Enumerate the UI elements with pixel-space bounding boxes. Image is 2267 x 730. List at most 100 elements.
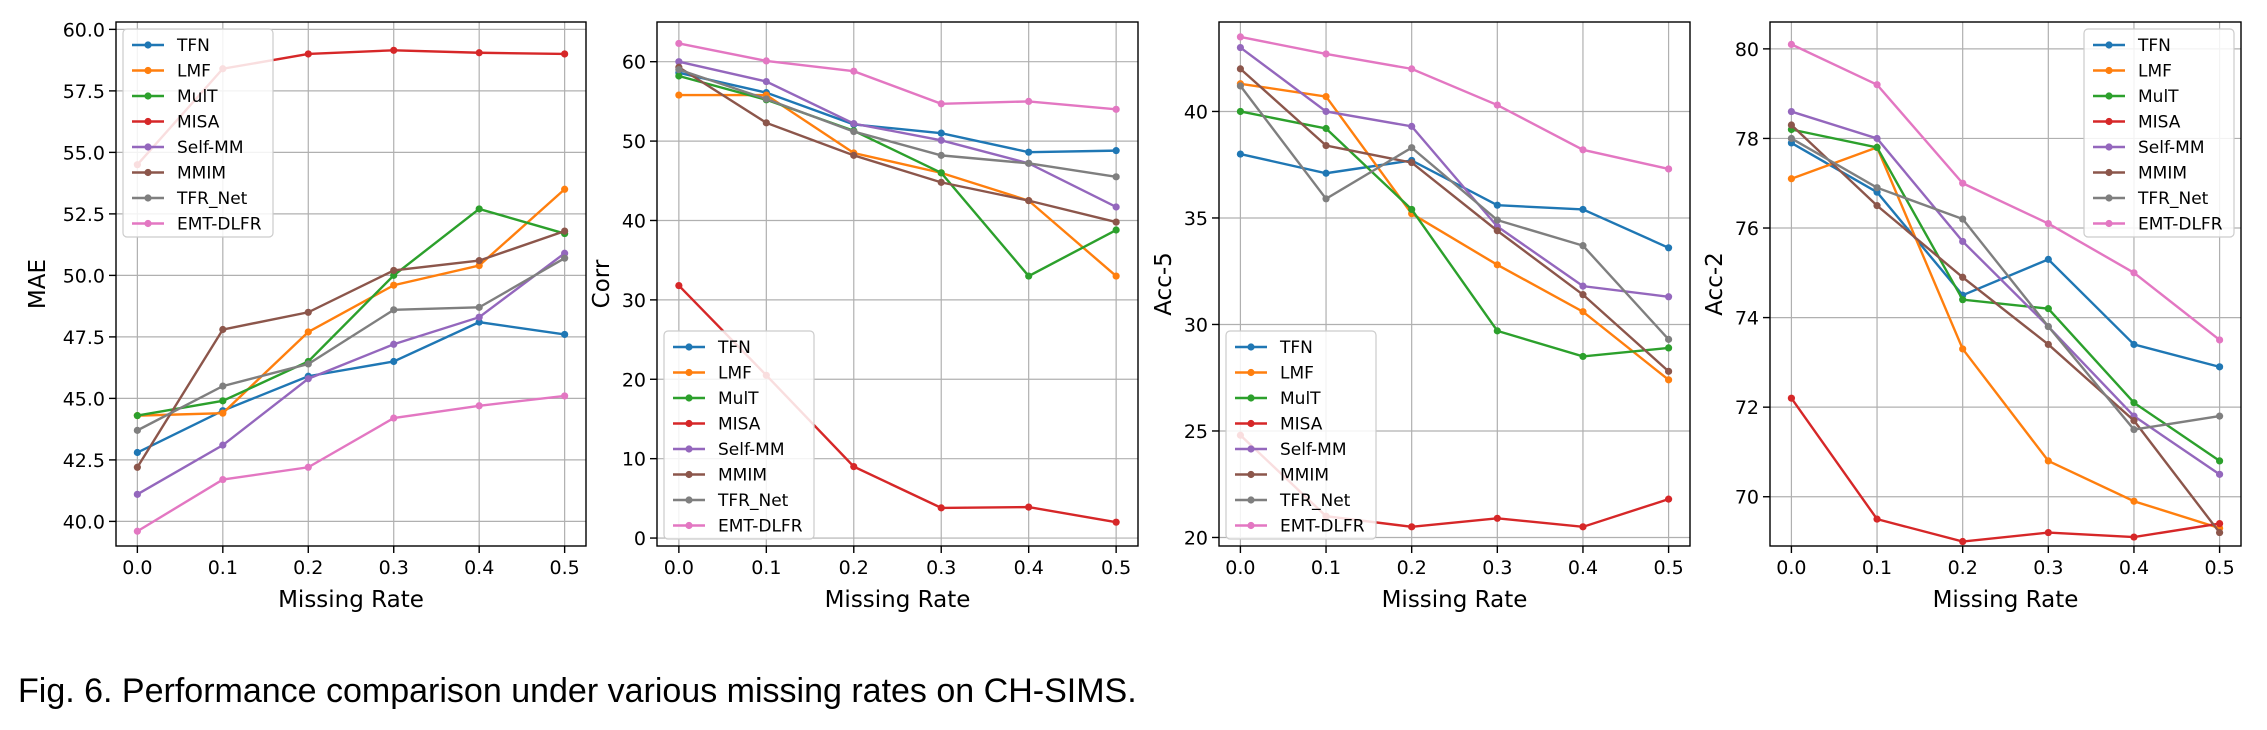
data-point-mult bbox=[1025, 272, 1033, 280]
data-point-emt-dlfr bbox=[1787, 40, 1796, 48]
legend-marker-tfr-net bbox=[2105, 194, 2113, 202]
legend-entry-mult: MulT bbox=[1280, 389, 1321, 409]
x-tick-label: 0.1 bbox=[1862, 557, 1892, 579]
data-point-tfr-net bbox=[1664, 335, 1673, 343]
y-tick-label: 10 bbox=[622, 449, 646, 471]
x-tick-label: 0.0 bbox=[122, 557, 152, 579]
legend-entry-misa: MISA bbox=[177, 113, 220, 133]
x-tick-label: 0.2 bbox=[839, 557, 869, 579]
series-line-self-mm bbox=[1791, 110, 2221, 476]
legend-marker-misa bbox=[144, 117, 152, 126]
legend-entry-misa: MISA bbox=[2138, 113, 2181, 133]
series-line-mult bbox=[1240, 110, 1669, 358]
y-tick-label: 74 bbox=[1735, 308, 1759, 330]
data-point-self-mm bbox=[1787, 107, 1796, 116]
data-point-lmf bbox=[1493, 261, 1501, 269]
series-line-mult bbox=[1791, 128, 2221, 462]
data-point-lmf bbox=[1112, 272, 1120, 280]
x-tick-label: 0.5 bbox=[1101, 557, 1131, 579]
data-point-tfr-net bbox=[1236, 82, 1245, 90]
data-point-tfr-net bbox=[390, 306, 398, 314]
legend-entry-emt-dlfr: EMT-DLFR bbox=[2138, 215, 2223, 235]
data-point-tfr-net bbox=[1493, 216, 1501, 224]
y-tick-label: 40 bbox=[622, 210, 646, 232]
x-tick-label: 0.3 bbox=[379, 557, 409, 579]
data-point-self-mm bbox=[1408, 122, 1416, 130]
legend-marker-mult bbox=[685, 394, 693, 402]
legend-entry-tfn: TFN bbox=[717, 338, 751, 358]
data-point-mmim bbox=[1959, 273, 1967, 281]
data-point-self-mm bbox=[1112, 203, 1120, 211]
data-point-tfr-net bbox=[304, 360, 312, 368]
figure: 0.0 0.1 0.2 0.3 0.4 0.5 40.0 42.5 45.0 47.5 50.0 52… bbox=[25, 19, 2242, 613]
series-line-emt-dlfr bbox=[136, 394, 565, 533]
series-line-mmim bbox=[136, 229, 566, 468]
x-tick-label: 0.1 bbox=[1311, 557, 1341, 579]
legend-marker-misa bbox=[1247, 419, 1255, 428]
series-line-tfr-net bbox=[678, 68, 1117, 179]
legend-marker-emt-dlfr bbox=[2105, 219, 2113, 228]
data-point-mult bbox=[1579, 352, 1587, 361]
data-point-tfr-net bbox=[1959, 215, 1967, 223]
x-tick-label: 0.5 bbox=[2204, 557, 2234, 579]
legend-entry-tfn: TFN bbox=[2137, 36, 2171, 56]
data-point-tfr-net bbox=[561, 254, 569, 262]
data-point-emt-dlfr bbox=[390, 414, 398, 422]
data-point-emt-dlfr bbox=[561, 392, 569, 400]
x-tick-label: 0.3 bbox=[2033, 557, 2063, 579]
x-tick-label: 0.4 bbox=[464, 557, 494, 579]
legend-marker-mult bbox=[1247, 394, 1255, 402]
data-point-tfn bbox=[390, 357, 398, 366]
data-point-self-mm bbox=[1236, 43, 1245, 52]
y-tick-label: 35 bbox=[1184, 208, 1208, 230]
data-point-misa bbox=[390, 46, 398, 54]
series-line-mult bbox=[678, 74, 1117, 278]
legend-marker-tfn bbox=[144, 41, 152, 49]
legend-entry-tfr-net: TFR_Net bbox=[2137, 189, 2209, 209]
data-point-tfr-net bbox=[1873, 184, 1881, 192]
legend-marker-tfr-net bbox=[685, 496, 693, 504]
x-tick-label: 0.0 bbox=[664, 557, 694, 579]
x-tick-label: 0.4 bbox=[1568, 557, 1598, 579]
data-point-tfn bbox=[1025, 148, 1033, 156]
data-point-lmf bbox=[390, 281, 398, 289]
y-axis-label: MAE bbox=[25, 259, 51, 309]
legend-entry-mmim: MMIM bbox=[1280, 466, 1329, 486]
chart-panel-4: 0.0 0.1 0.2 0.3 0.4 0.5 70 72 74 76 78 80 Missing Ra… bbox=[1702, 21, 2242, 613]
legend-entry-lmf: LMF bbox=[2138, 62, 2172, 82]
data-point-mmim bbox=[133, 463, 141, 471]
data-point-emt-dlfr bbox=[1322, 50, 1330, 58]
legend-marker-lmf bbox=[1247, 368, 1255, 377]
data-point-mmim bbox=[850, 151, 858, 159]
x-tick-label: 0.5 bbox=[1653, 557, 1683, 579]
legend-box bbox=[663, 330, 815, 540]
data-point-misa bbox=[2215, 520, 2224, 528]
y-tick-label: 45.0 bbox=[63, 388, 105, 410]
y-tick-label: 40 bbox=[1184, 101, 1208, 123]
legend-marker-mult bbox=[144, 92, 152, 100]
data-point-emt-dlfr bbox=[937, 100, 945, 108]
legend-marker-emt-dlfr bbox=[144, 219, 152, 228]
data-point-tfr-net bbox=[1322, 195, 1330, 203]
data-point-lmf bbox=[675, 91, 683, 99]
y-axis-label: Acc-5 bbox=[1151, 252, 1177, 316]
data-point-self-mm bbox=[2215, 470, 2224, 478]
series-line-lmf bbox=[678, 93, 1117, 277]
axes-frame bbox=[656, 21, 1139, 547]
data-point-self-mm bbox=[1873, 134, 1881, 143]
legend-marker-self-mm bbox=[144, 143, 152, 151]
data-point-mult bbox=[1959, 296, 1967, 304]
axes-frame bbox=[1769, 21, 2242, 547]
data-point-mult bbox=[2215, 457, 2224, 465]
data-point-lmf bbox=[2044, 457, 2052, 465]
data-point-mmim bbox=[1236, 65, 1245, 73]
data-point-mult bbox=[1664, 344, 1673, 352]
data-point-tfr-net bbox=[850, 127, 858, 136]
data-point-mmim bbox=[2130, 416, 2138, 425]
legend-entry-mmim: MMIM bbox=[177, 164, 226, 184]
data-point-self-mm bbox=[304, 375, 312, 383]
data-point-self-mm bbox=[219, 441, 227, 449]
series-line-misa bbox=[1790, 397, 2220, 543]
data-point-mult bbox=[937, 169, 945, 177]
x-tick-label: 0.2 bbox=[293, 557, 323, 579]
